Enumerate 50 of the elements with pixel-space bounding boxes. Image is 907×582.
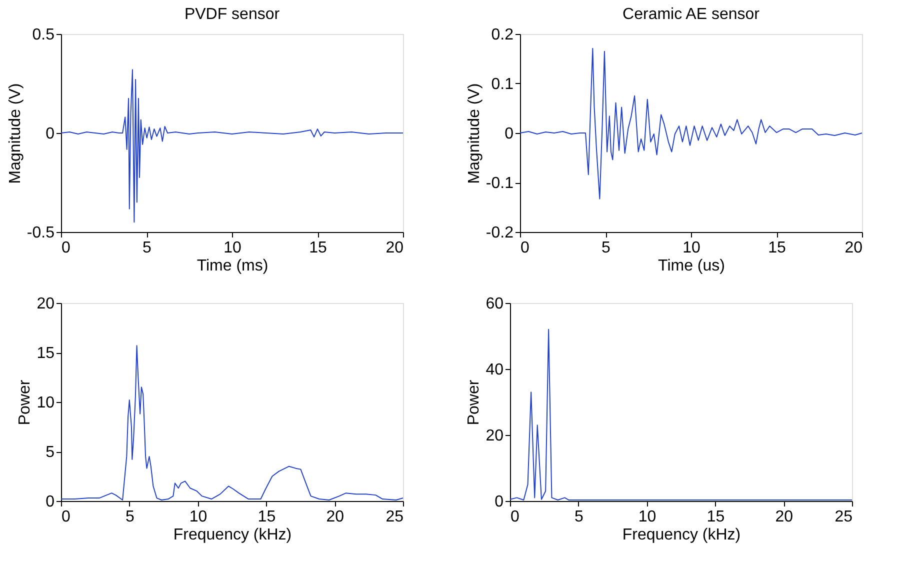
x-tick-label: 5 xyxy=(125,508,134,526)
y-tick-label: 0 xyxy=(46,494,55,510)
y-tick-label: 0 xyxy=(46,126,55,142)
x-tick-label: 5 xyxy=(142,240,152,256)
x-axis-title: Frequency (kHz) xyxy=(622,526,741,544)
x-axis-title: Time (ms) xyxy=(196,258,268,274)
y-tick-label: 15 xyxy=(36,345,55,362)
y-tick-label: 60 xyxy=(486,296,504,312)
x-tick-label: 20 xyxy=(326,508,344,526)
y-tick-label: 0.1 xyxy=(491,76,514,93)
y-tick-label: -0.5 xyxy=(26,224,55,242)
x-tick-label: 15 xyxy=(309,240,327,256)
x-tick-label: 0 xyxy=(62,240,70,256)
x-tick-label: 25 xyxy=(834,508,853,526)
x-tick-label: 15 xyxy=(706,508,725,526)
y-axis-title: Magnitude (V) xyxy=(6,83,24,184)
y-tick-label: -0.1 xyxy=(486,175,514,192)
y-axis-title: Power xyxy=(466,379,483,426)
y-tick-label: 40 xyxy=(486,362,504,378)
x-axis-title: Time (us) xyxy=(658,258,725,274)
y-tick-label: 0 xyxy=(494,494,504,510)
x-tick-label: 10 xyxy=(682,240,700,256)
y-axis-title: Power xyxy=(16,379,34,426)
line-series xyxy=(520,48,862,200)
x-tick-label: 20 xyxy=(386,240,404,256)
line-series xyxy=(60,69,404,223)
y-tick-label: 0 xyxy=(504,126,514,142)
y-tick-label: 0.2 xyxy=(491,26,514,44)
x-tick-label: 25 xyxy=(386,508,404,526)
x-tick-label: 10 xyxy=(224,240,242,256)
x-tick-label: 15 xyxy=(768,240,786,256)
y-tick-label: 0.5 xyxy=(32,26,55,44)
x-tick-label: 10 xyxy=(638,508,656,526)
x-tick-label: 0 xyxy=(62,508,70,526)
x-tick-label: 10 xyxy=(189,508,208,526)
y-tick-label: 20 xyxy=(486,428,504,444)
x-tick-label: 20 xyxy=(844,240,863,256)
chart-title: PVDF sensor xyxy=(184,6,280,23)
y-tick-label: 20 xyxy=(36,296,55,312)
x-tick-label: 20 xyxy=(775,508,794,526)
x-axis-title: Frequency (kHz) xyxy=(173,526,292,544)
chart-title: Ceramic AE sensor xyxy=(622,6,760,23)
x-tick-label: 0 xyxy=(520,240,530,256)
x-tick-label: 15 xyxy=(258,508,276,526)
y-axis-title: Magnitude (V) xyxy=(466,83,483,184)
y-tick-label: 5 xyxy=(46,444,55,461)
x-tick-label: 5 xyxy=(602,240,611,256)
y-tick-label: 10 xyxy=(36,394,55,412)
y-tick-label: -0.2 xyxy=(486,224,514,242)
x-tick-label: 5 xyxy=(574,508,584,526)
